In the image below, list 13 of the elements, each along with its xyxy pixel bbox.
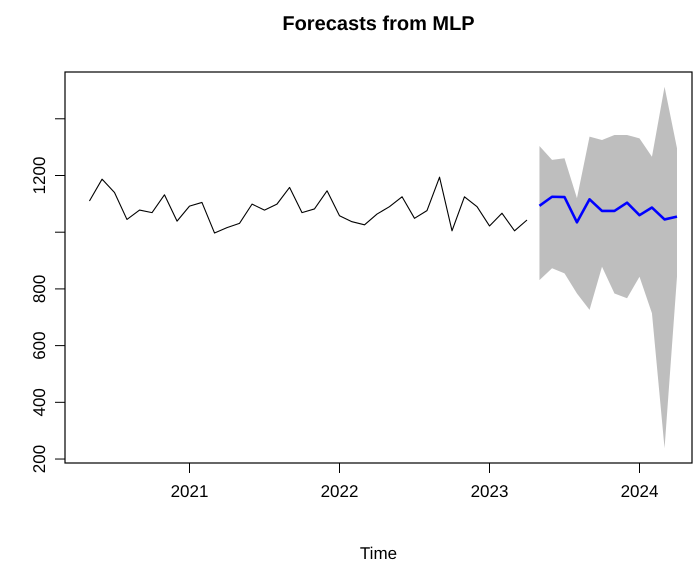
- x-tick-label: 2023: [470, 482, 508, 501]
- y-tick-label: 600: [30, 331, 49, 360]
- y-tick-label: 400: [30, 388, 49, 417]
- line-series: [538, 195, 678, 224]
- chart-title: Forecasts from MLP: [282, 13, 475, 35]
- x-tick-label: 2022: [320, 482, 358, 501]
- y-tick-label: 1200: [30, 156, 49, 194]
- x-axis-title: Time: [360, 544, 398, 563]
- y-tick-label: 200: [30, 444, 49, 474]
- x-tick-label: 2021: [170, 482, 208, 501]
- line-series: [88, 176, 528, 234]
- x-tick-label: 2024: [620, 482, 658, 501]
- y-tick-label: 800: [30, 274, 49, 304]
